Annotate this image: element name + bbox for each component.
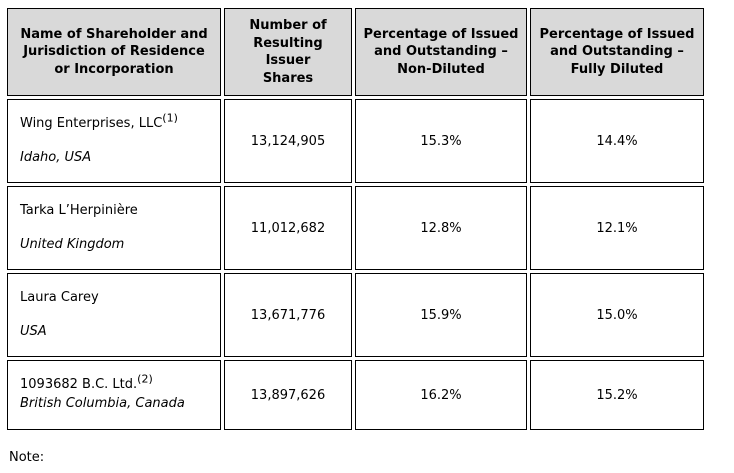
table-body: Wing Enterprises, LLC(1) Idaho, USA 13,1… [7,99,704,431]
shareholders-table: Name of Shareholder and Jurisdiction of … [4,5,707,433]
shareholder-name-text: Laura Carey [20,289,99,305]
jurisdiction-text: USA [20,323,47,339]
table-row: 1093682 B.C. Ltd.(2) British Columbia, C… [7,360,704,431]
table-row: Laura Carey USA 13,671,776 15.9% 15.0% [7,273,704,358]
shareholder-name-text: Tarka L’Herpinière [20,202,138,218]
pct-non-diluted-cell: 15.9% [355,273,527,358]
shareholder-name: Tarka L’Herpinière [20,203,214,220]
shareholder-name-text: Wing Enterprises, LLC [20,115,163,131]
shareholder-name-cell: Tarka L’Herpinière United Kingdom [7,186,221,271]
notes-title: Note: [9,450,45,466]
pct-fully-diluted-cell: 15.0% [530,273,704,358]
jurisdiction-text: Idaho, USA [20,149,92,165]
header-issuer-shares: Number of Resulting Issuer Shares [224,8,352,97]
shareholder-name: 1093682 B.C. Ltd.(2) [20,374,214,394]
pct-fully-diluted-cell: 15.2% [530,360,704,431]
shares-cell: 13,897,626 [224,360,352,431]
footnote-marker-superscript: (2) [137,372,153,386]
shares-cell: 13,124,905 [224,99,352,184]
table-row: Wing Enterprises, LLC(1) Idaho, USA 13,1… [7,99,704,184]
pct-non-diluted-cell: 15.3% [355,99,527,184]
shareholder-name: Wing Enterprises, LLC(1) [20,112,214,133]
shares-cell: 11,012,682 [224,186,352,271]
shares-cell: 13,671,776 [224,273,352,358]
table-row: Tarka L’Herpinière United Kingdom 11,012… [7,186,704,271]
shareholder-name-text: 1093682 B.C. Ltd. [20,377,138,393]
shareholder-name-cell: 1093682 B.C. Ltd.(2) British Columbia, C… [7,360,221,431]
footnote-marker-superscript: (1) [162,111,178,125]
shareholder-name-cell: Wing Enterprises, LLC(1) Idaho, USA [7,99,221,184]
header-shareholder-name: Name of Shareholder and Jurisdiction of … [7,8,221,97]
pct-non-diluted-cell: 16.2% [355,360,527,431]
pct-non-diluted-cell: 12.8% [355,186,527,271]
jurisdiction-text: British Columbia, Canada [20,396,185,412]
header-pct-non-diluted: Percentage of Issued and Outstanding – N… [355,8,527,97]
table-header-row: Name of Shareholder and Jurisdiction of … [7,8,704,97]
header-pct-fully-diluted: Percentage of Issued and Outstanding – F… [530,8,704,97]
pct-fully-diluted-cell: 14.4% [530,99,704,184]
shareholder-name: Laura Carey [20,290,214,307]
shareholder-name-cell: Laura Carey USA [7,273,221,358]
jurisdiction-text: United Kingdom [20,236,125,252]
notes-section: Note: (1) Mike Wing is the controlling s… [9,450,730,473]
pct-fully-diluted-cell: 12.1% [530,186,704,271]
